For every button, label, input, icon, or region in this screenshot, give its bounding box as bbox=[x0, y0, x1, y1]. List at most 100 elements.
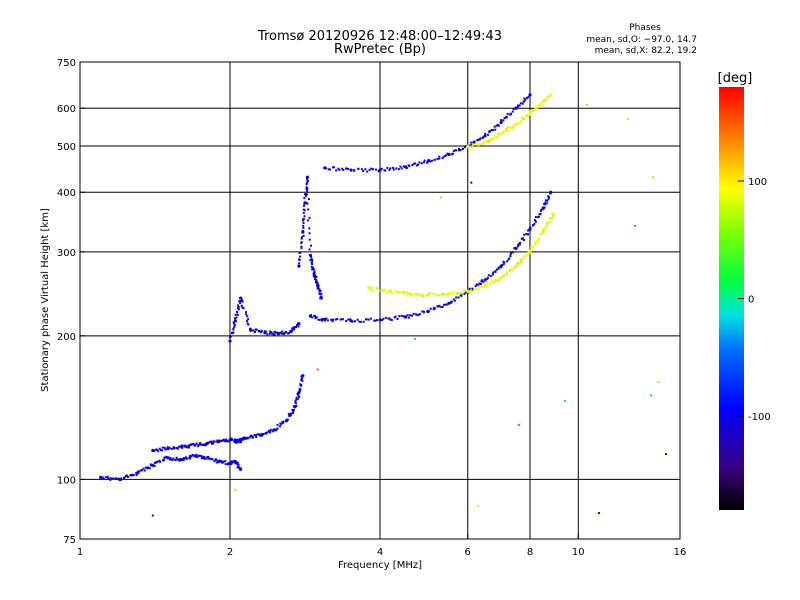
data-point bbox=[278, 331, 281, 334]
data-point bbox=[523, 118, 526, 121]
data-point bbox=[318, 288, 321, 291]
data-point bbox=[172, 457, 175, 460]
data-point bbox=[315, 276, 318, 279]
data-point bbox=[473, 141, 476, 144]
data-point bbox=[291, 328, 294, 331]
data-point bbox=[548, 196, 551, 199]
data-point bbox=[356, 318, 359, 321]
data-point bbox=[405, 166, 408, 169]
data-point bbox=[224, 460, 227, 463]
data-point bbox=[532, 110, 535, 113]
data-point bbox=[197, 444, 200, 447]
data-point bbox=[396, 317, 399, 320]
data-point bbox=[464, 291, 467, 294]
data-point bbox=[362, 320, 365, 323]
data-point bbox=[517, 243, 520, 246]
data-point bbox=[503, 261, 506, 264]
data-point bbox=[445, 303, 448, 306]
data-point bbox=[522, 257, 525, 260]
data-point bbox=[212, 442, 215, 445]
data-point bbox=[180, 458, 184, 462]
data-point bbox=[388, 168, 391, 171]
data-point bbox=[364, 168, 367, 171]
data-point bbox=[279, 331, 282, 334]
data-point bbox=[522, 100, 525, 103]
data-point bbox=[307, 208, 310, 211]
data-point bbox=[418, 293, 421, 296]
data-point bbox=[306, 181, 309, 184]
data-point bbox=[172, 446, 175, 449]
data-point bbox=[378, 318, 382, 322]
data-point bbox=[495, 135, 498, 138]
data-point bbox=[421, 310, 424, 313]
data-point bbox=[374, 319, 377, 322]
data-point bbox=[417, 293, 420, 296]
data-point bbox=[482, 136, 485, 139]
data-point bbox=[438, 293, 441, 296]
data-point bbox=[466, 144, 469, 147]
data-point bbox=[418, 313, 421, 316]
data-point bbox=[281, 332, 284, 335]
data-point bbox=[481, 285, 484, 288]
data-point bbox=[292, 408, 295, 411]
data-point bbox=[488, 138, 491, 141]
data-point bbox=[464, 146, 467, 149]
data-point bbox=[320, 292, 323, 295]
data-point bbox=[375, 319, 378, 322]
data-point bbox=[110, 477, 113, 480]
colorbar-tick-label: -100 bbox=[748, 412, 771, 423]
data-point bbox=[282, 421, 285, 424]
data-point bbox=[493, 125, 496, 128]
data-point bbox=[460, 294, 463, 297]
data-point bbox=[405, 290, 408, 293]
data-point bbox=[478, 282, 481, 285]
data-point bbox=[338, 168, 341, 171]
data-point bbox=[479, 137, 482, 140]
data-point bbox=[114, 477, 117, 480]
data-point bbox=[240, 298, 243, 301]
data-point bbox=[532, 246, 535, 249]
data-point bbox=[300, 245, 303, 248]
data-point bbox=[313, 270, 316, 273]
stats-header: Phases bbox=[629, 23, 661, 33]
data-point bbox=[353, 320, 356, 323]
data-point bbox=[308, 248, 311, 251]
data-point bbox=[418, 161, 421, 164]
data-point bbox=[233, 325, 236, 328]
data-point bbox=[137, 470, 140, 473]
data-point bbox=[304, 194, 307, 197]
data-point bbox=[143, 469, 146, 472]
data-point bbox=[299, 383, 302, 386]
data-point bbox=[540, 208, 543, 211]
data-point bbox=[386, 166, 389, 169]
data-point bbox=[411, 164, 414, 167]
data-point bbox=[237, 438, 240, 441]
data-point bbox=[302, 234, 305, 237]
data-point bbox=[474, 285, 477, 288]
data-point bbox=[252, 329, 255, 332]
data-point bbox=[529, 226, 532, 229]
data-point bbox=[527, 229, 530, 232]
data-point bbox=[487, 140, 490, 143]
data-point bbox=[414, 313, 417, 316]
data-point bbox=[269, 430, 272, 433]
data-point bbox=[549, 217, 552, 220]
y-tick-label: 75 bbox=[63, 535, 76, 546]
data-point bbox=[414, 162, 417, 165]
data-point bbox=[542, 100, 545, 103]
data-point bbox=[299, 251, 302, 254]
data-point bbox=[272, 333, 275, 336]
data-point bbox=[190, 455, 193, 458]
data-point bbox=[509, 255, 512, 258]
data-point bbox=[498, 134, 501, 137]
data-point bbox=[512, 108, 515, 111]
data-point bbox=[379, 289, 382, 292]
data-point bbox=[369, 317, 372, 320]
data-point bbox=[281, 330, 284, 333]
data-point bbox=[416, 314, 419, 317]
data-point bbox=[219, 439, 222, 442]
data-point bbox=[260, 329, 263, 332]
data-point bbox=[487, 274, 490, 277]
series-es-e-cusp-trace bbox=[233, 374, 305, 444]
data-point bbox=[144, 466, 147, 469]
